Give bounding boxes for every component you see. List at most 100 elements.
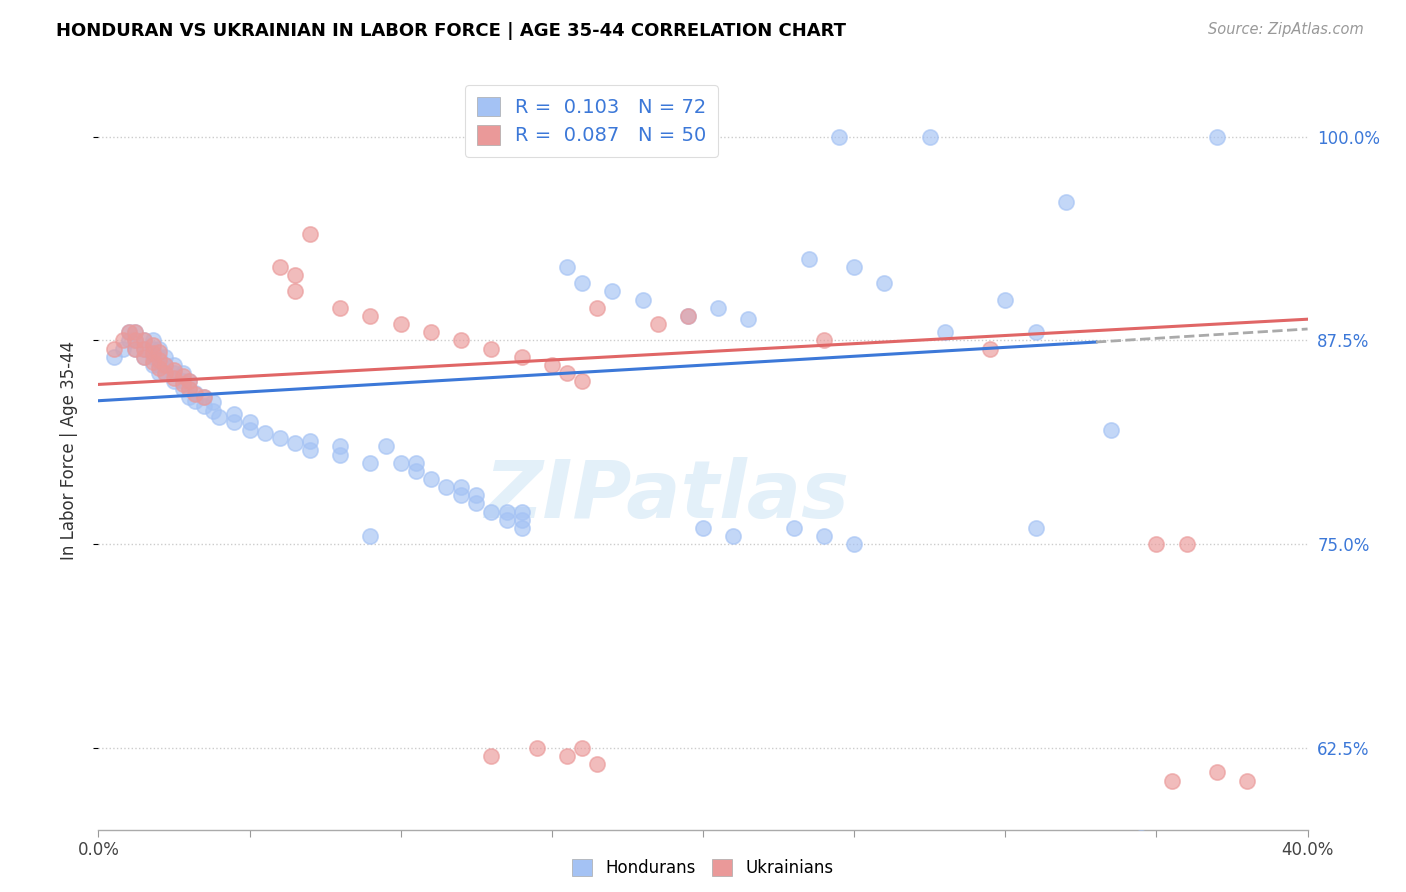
Point (329, 448, 352, 462)
Point (111, 342, 134, 356)
Point (163, 366, 186, 380)
Point (179, 391, 201, 405)
Point (405, 456, 427, 470)
Point (172, 374, 194, 388)
Point (103, 342, 125, 356)
Point (163, 374, 186, 388)
Point (510, 521, 533, 535)
Point (692, 521, 714, 535)
Point (153, 358, 176, 372)
Point (193, 391, 215, 405)
Point (179, 382, 201, 396)
Point (148, 366, 170, 380)
Point (631, 293, 654, 307)
Point (481, 505, 503, 519)
Point (1206, 129, 1229, 144)
Text: Source: ZipAtlas.com: Source: ZipAtlas.com (1208, 22, 1364, 37)
Point (299, 227, 322, 242)
Text: HONDURAN VS UKRAINIAN IN LABOR FORCE | AGE 35-44 CORRELATION CHART: HONDURAN VS UKRAINIAN IN LABOR FORCE | A… (56, 22, 846, 40)
Point (707, 301, 730, 315)
Point (179, 382, 201, 396)
Point (1099, 423, 1122, 437)
Point (142, 350, 165, 364)
Point (1160, 773, 1182, 788)
Point (284, 285, 307, 299)
Point (184, 385, 207, 400)
Point (111, 334, 134, 348)
Point (239, 423, 262, 437)
Point (647, 317, 669, 331)
Point (1206, 765, 1229, 780)
Point (142, 346, 165, 360)
Point (1236, 773, 1258, 788)
Point (934, 325, 956, 339)
Point (555, 260, 578, 274)
Point (172, 366, 194, 380)
Point (510, 505, 533, 519)
Legend: R =  0.103   N = 72, R =  0.087   N = 50: R = 0.103 N = 72, R = 0.087 N = 50 (465, 85, 718, 157)
Point (873, 277, 896, 291)
Point (994, 293, 1017, 307)
Point (510, 513, 533, 527)
Point (450, 488, 472, 502)
Point (153, 366, 176, 380)
Point (132, 342, 155, 356)
Point (124, 334, 146, 348)
Point (918, 129, 941, 144)
Point (172, 369, 194, 384)
Point (172, 377, 194, 392)
Point (495, 505, 517, 519)
Point (118, 325, 141, 339)
Point (224, 407, 246, 421)
Point (269, 431, 291, 445)
Point (179, 374, 201, 388)
Point (555, 366, 578, 380)
Point (1175, 537, 1198, 551)
Point (224, 415, 246, 429)
Point (481, 749, 503, 764)
Point (153, 358, 176, 372)
Text: ZIPatlas: ZIPatlas (484, 457, 849, 535)
Point (132, 334, 155, 348)
Point (132, 342, 155, 356)
Point (132, 350, 155, 364)
Point (723, 529, 745, 543)
Point (124, 325, 146, 339)
Point (299, 434, 322, 449)
Point (184, 387, 207, 401)
Point (253, 426, 276, 441)
Point (540, 358, 562, 372)
Point (465, 488, 488, 502)
Point (979, 342, 1001, 356)
Point (571, 277, 593, 291)
Point (1144, 537, 1167, 551)
Point (163, 371, 186, 385)
Point (1130, 830, 1153, 845)
Point (420, 472, 443, 486)
Point (163, 358, 186, 372)
Y-axis label: In Labor Force | Age 35-44: In Labor Force | Age 35-44 (59, 341, 77, 560)
Point (813, 529, 835, 543)
Point (269, 260, 291, 274)
Point (299, 442, 322, 457)
Point (571, 374, 593, 388)
Point (148, 353, 170, 368)
Point (360, 456, 382, 470)
Point (148, 342, 170, 356)
Point (389, 317, 412, 331)
Point (360, 309, 382, 323)
Point (202, 403, 225, 417)
Point (1054, 194, 1077, 209)
Point (737, 312, 759, 326)
Point (510, 350, 533, 364)
Point (284, 436, 307, 450)
Point (124, 325, 146, 339)
Point (179, 374, 201, 388)
Point (1024, 521, 1046, 535)
Point (676, 309, 699, 323)
Point (163, 363, 186, 377)
Point (360, 529, 382, 543)
Point (142, 358, 165, 372)
Point (676, 309, 699, 323)
Point (142, 334, 165, 348)
